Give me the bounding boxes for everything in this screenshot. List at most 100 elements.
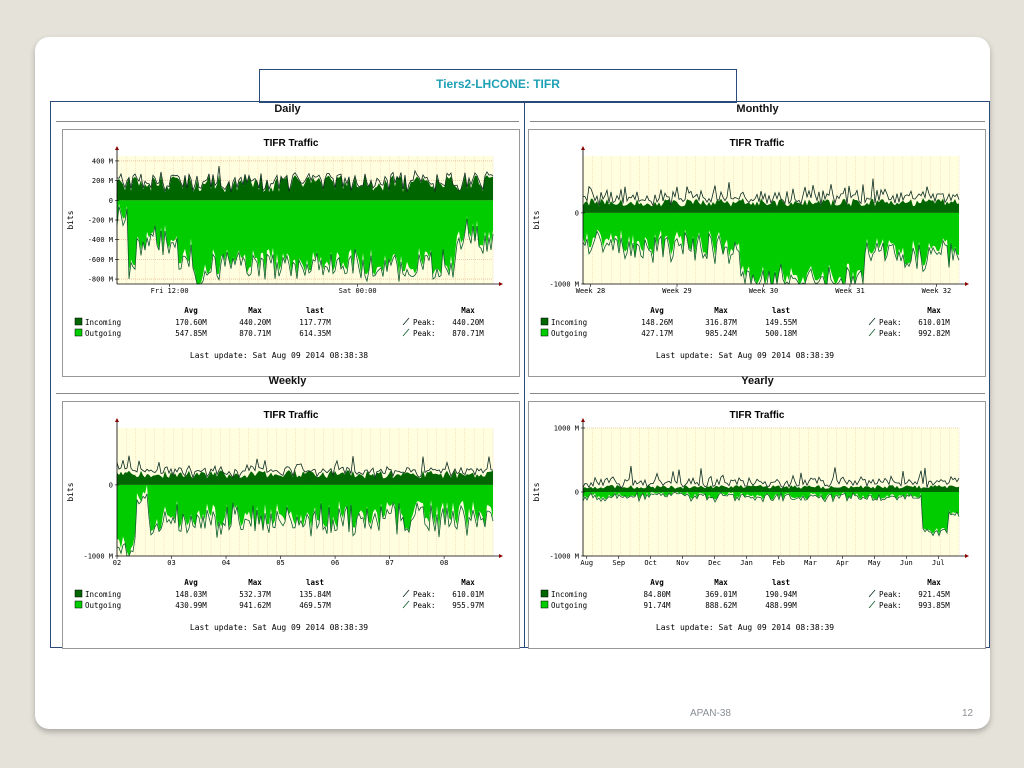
x-tick-label: Feb xyxy=(772,559,785,567)
x-tick-label: Week 32 xyxy=(922,287,952,295)
legend-peak-value: 992.82M xyxy=(918,329,950,338)
graph-yearly: TIFR Traffic 1000 M 0 -1000 M Aug Sep Oct Nov De… xyxy=(528,401,986,649)
legend-swatch xyxy=(74,600,83,609)
legend-peak-marker xyxy=(402,600,410,609)
chart-title: TIFR Traffic xyxy=(729,138,784,149)
chart-title: TIFR Traffic xyxy=(729,410,784,421)
y-tick-label: 0 xyxy=(575,209,579,217)
legend-last-value: 149.55M xyxy=(765,318,797,327)
legend-avg-value: 148.03M xyxy=(175,590,207,599)
x-axis-arrow xyxy=(965,554,969,558)
x-tick-label: Week 31 xyxy=(835,287,865,295)
y-tick-label: 200 M xyxy=(92,177,113,185)
footer-page-number: 12 xyxy=(962,708,974,719)
legend-series-name: Outgoing xyxy=(85,329,121,338)
incoming-area xyxy=(117,174,493,201)
legend-header-last: last xyxy=(772,306,790,315)
legend-avg-value: 430.99M xyxy=(175,601,207,610)
legend-peak-label: Peak: xyxy=(413,601,436,610)
outgoing-peak-line xyxy=(116,206,494,285)
legend-header-avg: Avg xyxy=(650,578,664,587)
incoming-peak-line xyxy=(582,465,960,489)
legend-header-max: Max xyxy=(714,306,728,315)
x-tick-label: Apr xyxy=(836,559,849,567)
panel-title: Monthly xyxy=(736,103,779,115)
legend-peak-marker xyxy=(868,317,876,326)
legend-last-value: 500.18M xyxy=(765,329,797,338)
legend-header-peak-max: Max xyxy=(461,578,475,587)
legend-last-value: 135.84M xyxy=(299,590,331,599)
chart-daily: TIFR Traffic 400 M 200 M 0 -200 M -400 M -600 … xyxy=(66,138,503,360)
legend-max-value: 870.71M xyxy=(239,329,271,338)
legend-series-name: Incoming xyxy=(551,590,587,599)
legend-peak-label: Peak: xyxy=(413,329,436,338)
y-tick-label: 400 M xyxy=(92,157,113,165)
panel-weekly: Weekly TIFR Traffic 0 -1000 M 02 03 04 05 06 07 0… xyxy=(52,375,523,649)
y-axis-arrow xyxy=(115,146,119,150)
y-tick-label: 0 xyxy=(109,197,113,205)
x-tick-label: 04 xyxy=(222,559,230,567)
charts-grid-divider xyxy=(524,101,525,648)
legend-peak-label: Peak: xyxy=(413,318,436,327)
outgoing-peak-line xyxy=(116,493,494,557)
legend-header-max: Max xyxy=(248,578,262,587)
graph-monthly: TIFR Traffic 0 -1000 M Week 28 Week 29 Week 3… xyxy=(528,129,986,377)
legend-max-value: 369.01M xyxy=(705,590,737,599)
legend-series-name: Outgoing xyxy=(85,601,121,610)
legend-header-avg: Avg xyxy=(650,306,664,315)
panel-yearly: Yearly TIFR Traffic 1000 M 0 -1000 M Aug Sep O… xyxy=(526,375,989,649)
x-tick-label: Jun xyxy=(900,559,913,567)
x-axis-arrow xyxy=(965,282,969,286)
outgoing-area xyxy=(117,484,493,556)
x-tick-label: Jan xyxy=(740,559,753,567)
y-axis-label: bits xyxy=(66,210,75,229)
chart-title: TIFR Traffic xyxy=(263,138,318,149)
panel-divider xyxy=(530,121,985,122)
legend-peak-value: 870.71M xyxy=(452,329,484,338)
legend-avg-value: 91.74M xyxy=(643,601,671,610)
y-tick-label: 0 xyxy=(575,489,579,497)
legend-max-value: 532.37M xyxy=(239,590,271,599)
legend-header-last: last xyxy=(306,578,324,587)
legend-header-peak-max: Max xyxy=(927,306,941,315)
legend-header-peak-max: Max xyxy=(461,306,475,315)
legend-series-name: Outgoing xyxy=(551,601,587,610)
legend-max-value: 985.24M xyxy=(705,329,737,338)
x-tick-label: Mar xyxy=(804,559,817,567)
y-axis-label: bits xyxy=(532,210,541,229)
legend-peak-value: 610.01M xyxy=(918,318,950,327)
legend-swatch xyxy=(540,600,549,609)
x-tick-label: 02 xyxy=(113,559,121,567)
legend-last-value: 488.99M xyxy=(765,601,797,610)
footer-conference: APAN-38 xyxy=(690,708,731,719)
last-update: Last update: Sat Aug 09 2014 08:38:39 xyxy=(656,351,834,360)
y-axis-arrow xyxy=(581,146,585,150)
legend-peak-marker xyxy=(868,589,876,598)
y-tick-label: -200 M xyxy=(88,217,113,225)
legend-last-value: 117.77M xyxy=(299,318,331,327)
y-tick-label: -1000 M xyxy=(549,553,579,561)
legend-max-value: 440.20M xyxy=(239,318,271,327)
legend-swatch xyxy=(74,317,83,326)
legend-avg-value: 427.17M xyxy=(641,329,673,338)
legend-avg-value: 84.80M xyxy=(643,590,671,599)
y-axis-label: bits xyxy=(532,482,541,501)
y-tick-label: -1000 M xyxy=(549,281,579,289)
legend-peak-marker xyxy=(402,317,410,326)
y-tick-label: -1000 M xyxy=(83,553,113,561)
charts-grid-frame xyxy=(50,101,990,648)
panel-divider xyxy=(56,121,519,122)
panel-divider xyxy=(56,393,519,394)
incoming-peak-line xyxy=(116,165,494,193)
legend-peak-value: 993.85M xyxy=(918,601,950,610)
x-tick-label: 03 xyxy=(167,559,175,567)
x-tick-label: Jul xyxy=(932,559,945,567)
graph-daily: TIFR Traffic 400 M 200 M 0 -200 M -400 M -600 … xyxy=(62,129,520,377)
legend-peak-label: Peak: xyxy=(879,329,902,338)
panel-title: Weekly xyxy=(268,375,307,387)
chart-title: TIFR Traffic xyxy=(263,410,318,421)
legend-peak-label: Peak: xyxy=(879,601,902,610)
x-tick-label: May xyxy=(868,559,881,567)
